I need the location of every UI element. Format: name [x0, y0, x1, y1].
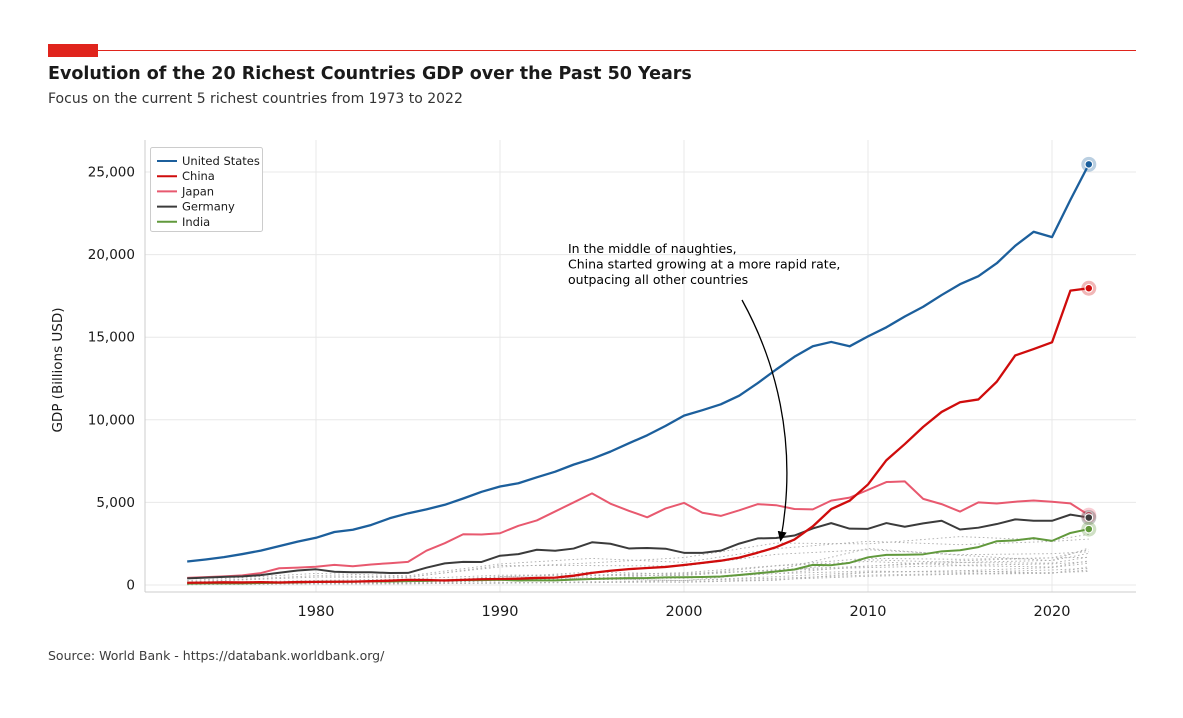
x-tick-label: 1980 — [298, 604, 335, 620]
legend-box — [150, 147, 263, 232]
end-marker-india — [1084, 524, 1094, 534]
annotation-line: In the middle of naughties, — [568, 241, 737, 256]
annotation-layer: In the middle of naughties,China started… — [568, 241, 840, 542]
accent-line — [48, 50, 1136, 51]
background-country-line-3 — [187, 549, 1089, 583]
background-country-line-2 — [187, 538, 1089, 582]
end-marker-china — [1084, 283, 1094, 293]
accent-bar — [48, 44, 98, 57]
background-country-line-4 — [187, 549, 1089, 584]
series-line-united-states — [187, 163, 1090, 563]
chart-title: Evolution of the 20 Richest Countries GD… — [48, 64, 692, 84]
y-axis-title: GDP (Billions USD) — [50, 307, 66, 432]
legend-label-germany: Germany — [182, 200, 235, 214]
background-country-line-6 — [499, 547, 1089, 582]
x-tick-label: 2010 — [850, 604, 887, 620]
x-tick-label: 2000 — [666, 604, 703, 620]
y-tick-label: 15,000 — [88, 330, 135, 346]
y-tick-label: 5,000 — [96, 495, 135, 511]
axes-layer: 0 5,000 10,000 15,000 20,000 25,000 1980 1990 20… — [50, 140, 1136, 620]
end-markers-layer — [1081, 156, 1097, 537]
annotation-line: China started growing at a more rapid ra… — [568, 257, 840, 272]
annotation-line: outpacing all other countries — [568, 272, 748, 287]
x-tick-label: 2020 — [1034, 604, 1071, 620]
grid-layer — [145, 140, 1136, 592]
series-line-japan — [187, 480, 1090, 579]
y-tick-label: 10,000 — [88, 412, 135, 428]
chart-subtitle: Focus on the current 5 richest countries… — [48, 91, 463, 107]
end-marker-germany — [1084, 513, 1094, 522]
y-tick-label: 25,000 — [88, 165, 135, 181]
series-line-china — [187, 287, 1089, 584]
end-marker-united-states — [1084, 160, 1094, 169]
legend-label-japan: Japan — [181, 184, 214, 198]
legend-label-united-states: United States — [182, 154, 260, 168]
y-tick-label: 0 — [126, 578, 135, 594]
y-tick-label: 20,000 — [88, 247, 135, 263]
x-tick-label: 1990 — [482, 604, 519, 620]
legend-label-china: China — [182, 169, 215, 183]
background-country-line-1 — [187, 533, 1089, 583]
source-note: Source: World Bank - https://databank.wo… — [48, 648, 385, 663]
series-line-germany — [187, 513, 1089, 580]
background-country-line-15 — [187, 571, 1089, 585]
series-layer — [187, 163, 1090, 585]
annotation-arrow — [741, 299, 788, 542]
legend-label-india: India — [182, 215, 210, 229]
